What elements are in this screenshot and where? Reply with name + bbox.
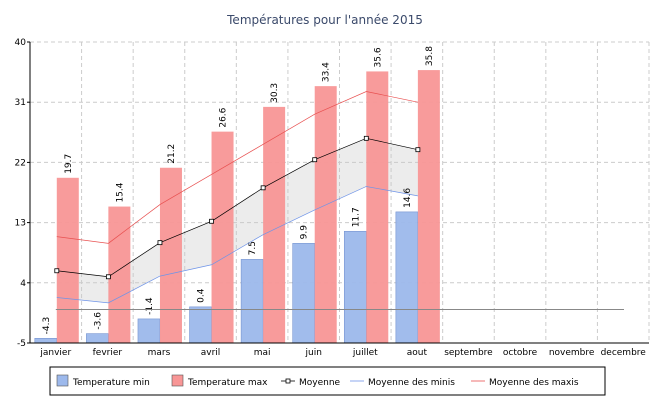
data-label: -1.4 [145, 297, 155, 315]
bar [211, 131, 234, 343]
data-label: 21.2 [167, 144, 177, 164]
y-tick-label: 13 [15, 219, 26, 229]
line [56, 91, 418, 244]
data-label: 26.6 [219, 107, 229, 127]
marker [415, 147, 421, 153]
y-tick-label: 40 [15, 38, 27, 48]
x-tick-label: mai [254, 348, 271, 358]
bar [137, 318, 161, 344]
x-tick-label: octobre [503, 348, 538, 358]
data-label: 9.9 [300, 225, 310, 240]
marker [54, 268, 60, 274]
legend-label: Temperature max [187, 378, 268, 388]
data-label: 19.7 [64, 154, 74, 174]
chart-title: Températures pour l'année 2015 [226, 13, 423, 27]
data-label: 11.7 [351, 207, 361, 227]
line [56, 186, 418, 304]
bar [34, 338, 58, 344]
bar [343, 230, 367, 344]
marker [312, 157, 318, 163]
y-tick-label: 4 [20, 279, 26, 289]
legend-label: Moyenne des maxis [489, 378, 579, 388]
legend-swatch [56, 374, 69, 387]
marker [105, 274, 111, 280]
y-tick-label: -5 [17, 339, 26, 349]
x-tick-label: juin [304, 348, 321, 358]
bar [292, 243, 316, 344]
bar [108, 206, 131, 343]
legend-box [49, 366, 606, 396]
x-tick-label: novembre [549, 348, 595, 358]
x-tick-label: janvier [39, 348, 71, 358]
data-label: 15.4 [115, 182, 125, 202]
marker [209, 218, 214, 224]
x-tick-label: fevrier [93, 348, 123, 358]
y-tick-label: 31 [15, 98, 26, 108]
marker [260, 185, 266, 191]
bar [366, 71, 389, 343]
data-label: 30.3 [270, 83, 280, 103]
y-tick-label: 22 [15, 158, 26, 168]
data-label: -3.6 [93, 312, 103, 330]
marker [157, 240, 163, 246]
bar [56, 177, 79, 343]
legend-label: Temperature min [72, 378, 150, 388]
data-label: 7.5 [248, 241, 258, 255]
data-label: 35.6 [373, 47, 383, 67]
legend-label: Moyenne des minis [368, 378, 455, 388]
line [56, 137, 418, 278]
bar [240, 259, 264, 344]
x-tick-label: septembre [444, 348, 493, 358]
data-label: 0.4 [197, 288, 207, 303]
legend-swatch [171, 374, 184, 387]
legend-label: Moyenne [299, 378, 341, 388]
bar [263, 106, 286, 343]
bar [86, 333, 109, 344]
x-tick-label: juillet [352, 348, 378, 358]
bar [395, 211, 419, 344]
x-tick-label: aout [407, 348, 428, 358]
bar [314, 86, 337, 343]
data-label: 33.4 [322, 62, 332, 82]
bar [159, 167, 182, 343]
bar [417, 70, 440, 344]
x-tick-label: mars [148, 348, 171, 358]
bar [189, 306, 212, 344]
data-label: 14.6 [403, 188, 413, 208]
data-label: 35.8 [425, 46, 435, 66]
data-label: -4.3 [42, 317, 52, 335]
marker [363, 135, 369, 141]
x-tick-label: decembre [601, 348, 647, 358]
legend-marker [285, 378, 291, 384]
x-tick-label: avril [201, 348, 221, 358]
